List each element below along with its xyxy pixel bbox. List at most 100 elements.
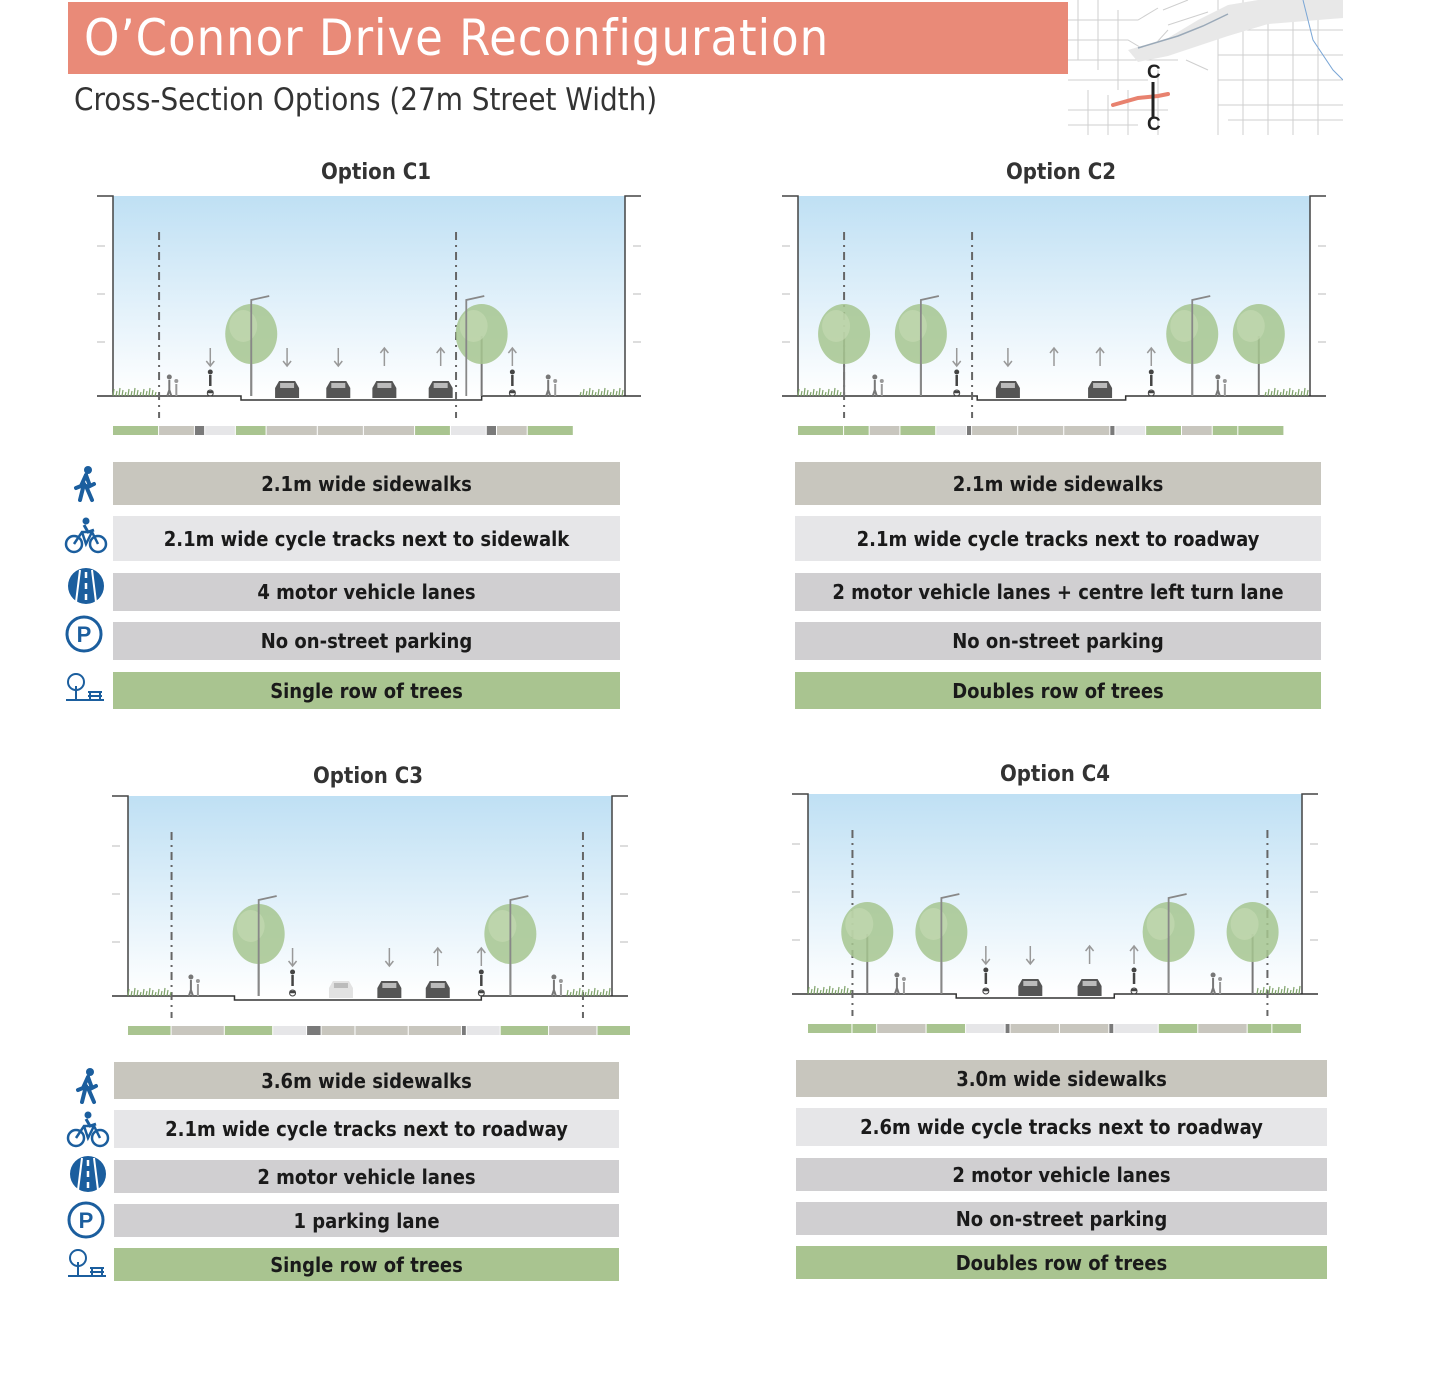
pedestrian	[872, 374, 878, 380]
street-light	[250, 295, 270, 396]
parking-icon: P	[67, 1201, 105, 1239]
cyclist	[290, 969, 296, 975]
zone-strip-segment	[500, 1026, 549, 1035]
zone-strip-segment	[966, 1024, 1005, 1033]
c4-lanes-bar: 2 motor vehicle lanes	[796, 1158, 1327, 1191]
street-light	[940, 893, 960, 994]
building-edges	[112, 795, 628, 996]
cross-section-c3	[112, 795, 630, 1035]
building-edges	[782, 195, 1326, 396]
svg-text:P: P	[77, 622, 92, 647]
zone-strip-segment	[1064, 426, 1110, 435]
zone-strip-segment	[224, 1026, 273, 1035]
pedestrian	[545, 374, 551, 380]
cyclist	[1148, 369, 1154, 375]
c3-sidewalks-bar: 3.6m wide sidewalks	[114, 1062, 619, 1099]
c1-cycle-bar: 2.1m wide cycle tracks next to sidewalk	[113, 516, 620, 561]
sky	[128, 796, 612, 996]
zone-strip-segment	[194, 426, 205, 435]
building-edges	[97, 195, 641, 396]
sky	[113, 196, 625, 396]
svg-text:P: P	[79, 1208, 94, 1233]
zone-strip-segment	[1005, 1024, 1010, 1033]
cyclist	[509, 369, 515, 375]
c1-lanes-bar: 4 motor vehicle lanes	[113, 573, 620, 611]
pedestrian	[166, 374, 172, 380]
zone-strip-segment	[1110, 426, 1115, 435]
building-edges	[792, 793, 1318, 994]
pedestrian	[894, 972, 900, 978]
zone-strip-segment	[1010, 1024, 1059, 1033]
c1-trees-bar: Single row of trees	[113, 672, 620, 709]
zone-strip-segment	[926, 1024, 966, 1033]
zone-strip-segment	[461, 1026, 466, 1035]
zone-strip-segment	[798, 426, 844, 435]
ground-line	[112, 995, 628, 1001]
c1-parking-bar: No on-street parking	[113, 622, 620, 660]
c1-sidewalks-bar: 2.1m wide sidewalks	[113, 462, 620, 505]
c4-sidewalks-bar: 3.0m wide sidewalks	[796, 1060, 1327, 1097]
pedestrian	[551, 974, 557, 980]
sky	[808, 794, 1302, 994]
c2-sidewalks-bar: 2.1m wide sidewalks	[795, 462, 1321, 505]
c3-parking-bar: 1 parking lane	[114, 1204, 619, 1237]
c2-parking-bar: No on-street parking	[795, 622, 1321, 660]
c3-lanes-bar: 2 motor vehicle lanes	[114, 1160, 619, 1193]
zone-strip-segment	[1158, 1024, 1198, 1033]
cyclist	[954, 369, 960, 375]
cross-section-c2	[782, 195, 1326, 435]
zone-strip-segment	[415, 426, 450, 435]
zone-strip-segment	[408, 1026, 461, 1035]
road-icon	[70, 1156, 106, 1192]
bicycle-icon	[66, 1111, 110, 1148]
street-light	[509, 895, 529, 996]
zone-strip-segment	[1238, 426, 1284, 435]
keymap-label-top: C	[1147, 62, 1161, 83]
zone-strip-segment	[1182, 426, 1212, 435]
street-light	[1191, 295, 1211, 396]
option-c4-title: Option C4	[999, 762, 1111, 787]
zone-strip-segment	[450, 426, 486, 435]
parking-icon: P	[65, 615, 103, 653]
zone-strip-segment	[317, 426, 363, 435]
zone-strip-segment	[900, 426, 936, 435]
zone-strip-segment	[159, 426, 194, 435]
zone-strip-segment	[1115, 426, 1146, 435]
zone-strip-segment	[321, 1026, 355, 1035]
zone-strip-segment	[966, 426, 972, 435]
tree-bench-icon	[68, 1249, 106, 1277]
cross-section-c4	[792, 793, 1318, 1033]
zone-strip-segment	[936, 426, 966, 435]
c3-trees-bar: Single row of trees	[114, 1248, 619, 1281]
zone-strip-segment	[171, 1026, 224, 1035]
c2-trees-bar: Doubles row of trees	[795, 672, 1321, 709]
ground-line	[782, 395, 1326, 401]
cyclist	[1131, 967, 1137, 973]
tree-bench-icon	[66, 673, 104, 701]
zone-strip-segment	[273, 1026, 307, 1035]
zone-strip-segment	[1247, 1024, 1272, 1033]
street-light	[919, 295, 940, 396]
pedestrian-icon	[74, 466, 96, 502]
zone-strip-segment	[1109, 1024, 1114, 1033]
zone-strip-segment	[1018, 426, 1064, 435]
keymap-label-bottom: C	[1147, 114, 1161, 135]
c4-cycle-bar: 2.6m wide cycle tracks next to roadway	[796, 1108, 1327, 1146]
zone-strip-segment	[877, 1024, 926, 1033]
zone-strip-segment	[808, 1024, 852, 1033]
road-icon	[68, 568, 104, 604]
c4-parking-bar: No on-street parking	[796, 1202, 1327, 1235]
zone-strip-segment	[1272, 1024, 1301, 1033]
ground-line	[792, 993, 1318, 999]
cyclist	[478, 969, 484, 975]
key-map: C C	[1068, 0, 1343, 135]
zone-strip-segment	[852, 1024, 877, 1033]
cyclist	[983, 967, 989, 973]
c4-trees-bar: Doubles row of trees	[796, 1246, 1327, 1279]
c2-lanes-bar: 2 motor vehicle lanes + centre left turn…	[795, 573, 1321, 611]
zone-strip-segment	[527, 426, 573, 435]
c3-cycle-bar: 2.1m wide cycle tracks next to roadway	[114, 1110, 619, 1148]
ground-line	[97, 395, 641, 401]
zone-strip-segment	[355, 1026, 408, 1035]
zone-strip-segment	[128, 1026, 171, 1035]
